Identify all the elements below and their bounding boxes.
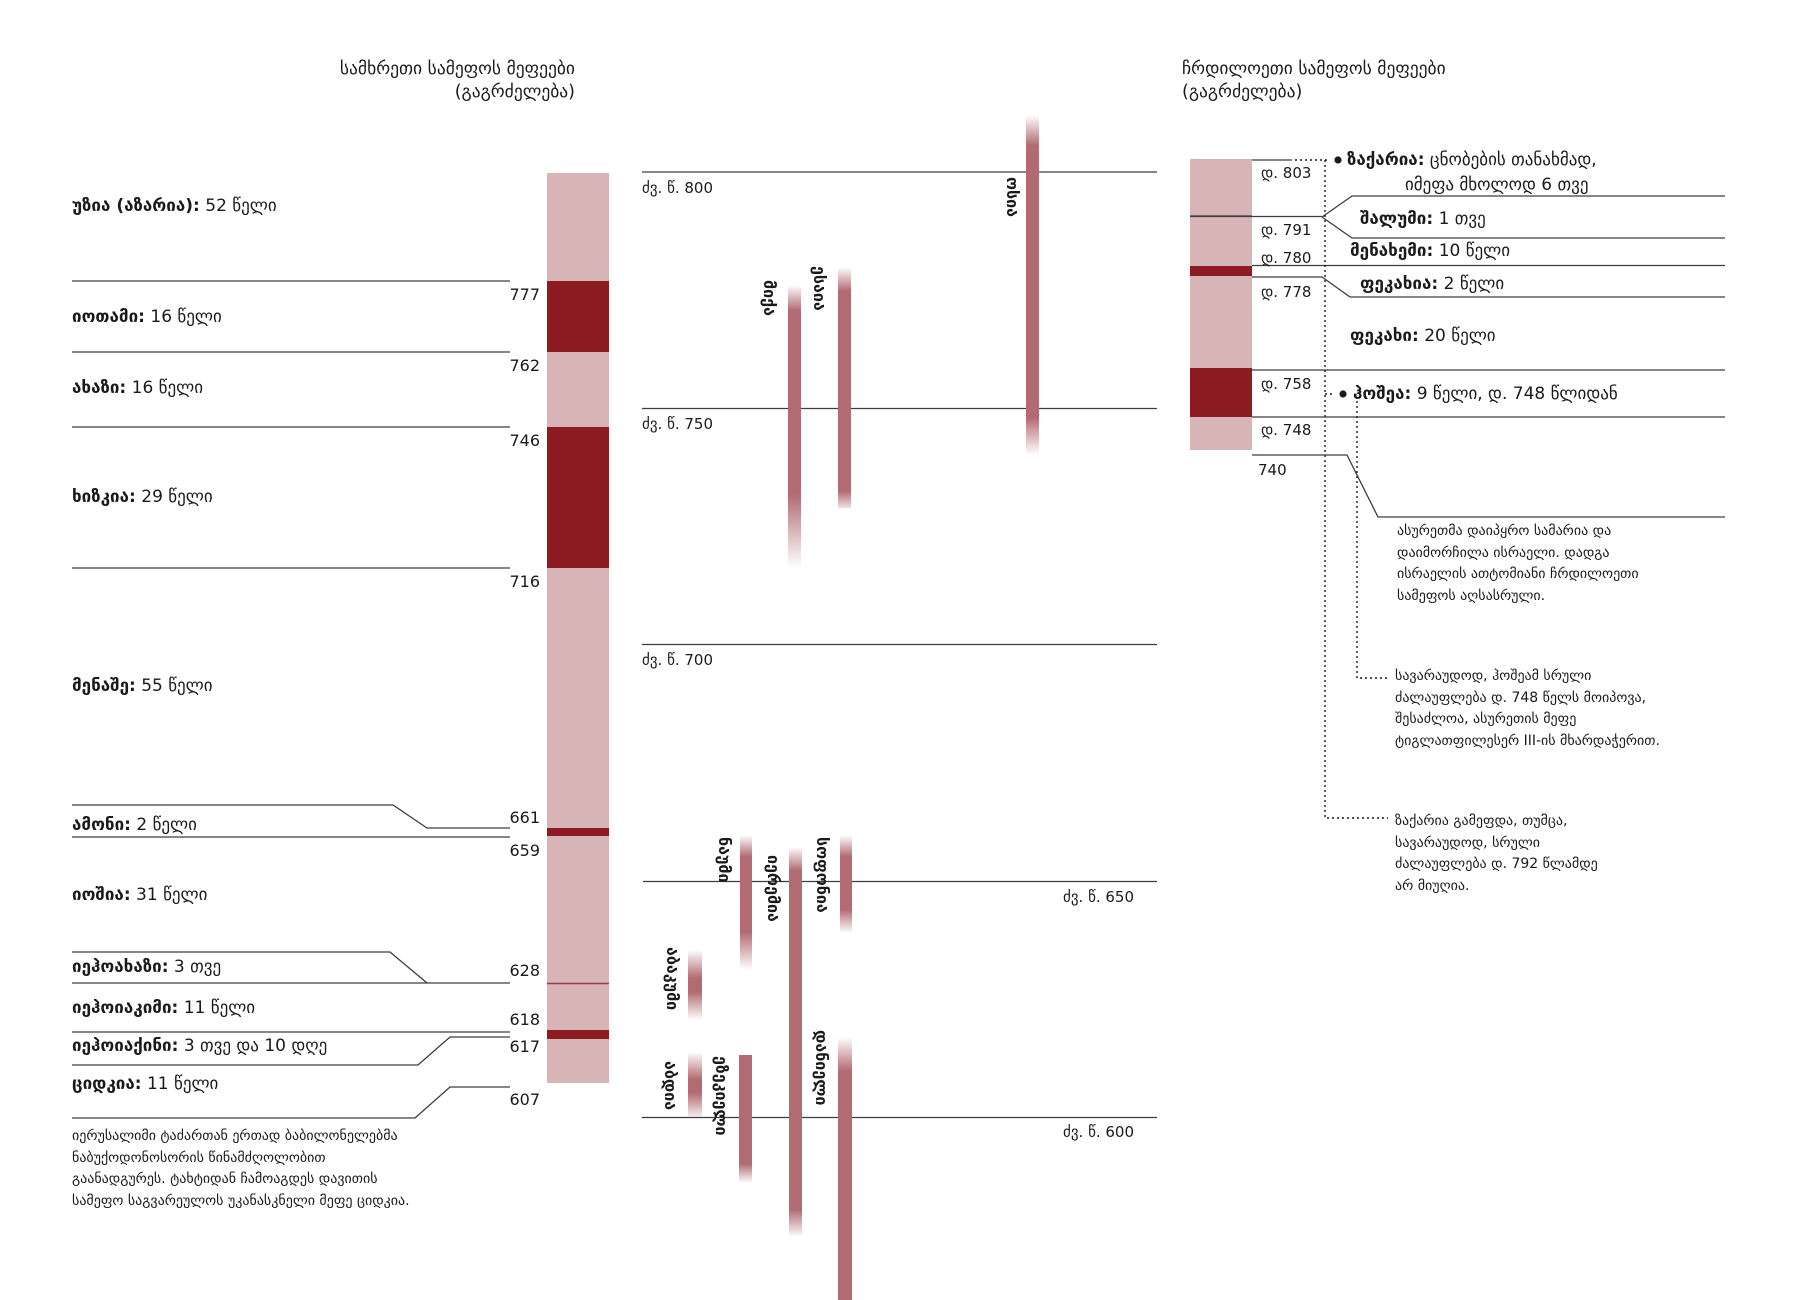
southern-separators xyxy=(72,280,510,1119)
king-amoni: ამონი: 2 წელი xyxy=(72,815,197,835)
king-menakhemi: მენახემი: 10 წელი xyxy=(1350,241,1511,261)
king-akhazi: ახაზი: 16 წელი xyxy=(72,378,204,398)
century-lines xyxy=(642,171,1157,1119)
northern-title-line2: (გაგრძელება) xyxy=(1182,82,1303,102)
king-pekakhia: ფეკახია: 2 წელი xyxy=(1360,274,1505,294)
tick-803: დ. 803 xyxy=(1261,164,1312,182)
prophet-bar-mika xyxy=(788,285,801,568)
hoshea-bullet xyxy=(1339,390,1347,398)
king-hoshea: ჰოშეა: 9 წელი, დ. 748 წლიდან xyxy=(1353,384,1618,404)
prophet-bar-ezekieli xyxy=(739,1055,752,1183)
northern-guides xyxy=(1190,159,1725,518)
tick-748: დ. 748 xyxy=(1261,421,1312,439)
prophet-bar-ieremia xyxy=(789,847,802,1237)
amon-band xyxy=(547,828,609,836)
prophet-bar-esaia xyxy=(838,267,851,508)
king-pekakhi: ფეკახი: 20 წელი xyxy=(1350,326,1496,346)
iehoiakin-band xyxy=(547,1030,609,1039)
king-khizkia: ხიზკია: 29 წელი xyxy=(72,487,213,507)
pekakh-dark-band xyxy=(1190,368,1252,417)
southern-footnote: იერუსალიმი ტაძართან ერთად ბაბილონელებმა … xyxy=(72,1128,410,1209)
king-iehoiakimi: იეჰოიაკიმი: 11 წელი xyxy=(72,998,256,1018)
prophet-label-mika: მიქა xyxy=(760,280,779,316)
year-617: 617 xyxy=(509,1037,540,1056)
king-uzia: უზია (აზარია): 52 წელი xyxy=(72,196,277,216)
king-zakaria-line2: იმეფა მხოლოდ 6 თვე xyxy=(1405,175,1589,195)
prophet-label-naumi: ნაუმი xyxy=(715,837,734,883)
label-bc-600: ძვ. წ. 600 xyxy=(1063,1123,1134,1141)
year-607: 607 xyxy=(509,1090,540,1109)
southern-kingdom-bar xyxy=(547,173,609,1083)
hoshea-annotation-leader xyxy=(1356,401,1388,679)
year-746: 746 xyxy=(509,431,540,450)
label-bc-650: ძვ. წ. 650 xyxy=(1063,888,1134,906)
northern-kingdom-bar xyxy=(1190,159,1252,450)
label-bc-750: ძვ. წ. 750 xyxy=(642,415,713,433)
annotation-zakaria: ზაქარია გამეფდა, თუმცა, სავარაუდოდ, სრულ… xyxy=(1395,813,1598,894)
annotation-hoshea: სავარაუდოდ, ჰოშეამ სრული ძალაუფლება დ. 7… xyxy=(1395,668,1660,749)
annotation-fall-of-israel: ასურეთმა დაიპყრო სამარია და დაიმორჩილა ი… xyxy=(1397,523,1639,604)
king-menashe: მენაშე: 55 წელი xyxy=(72,676,213,696)
prophet-bars xyxy=(688,115,1039,1300)
king-iehoakhazi: იეჰოახაზი: 3 თვე xyxy=(72,957,222,977)
year-661: 661 xyxy=(509,808,540,827)
prophet-label-ieremia: იერემია xyxy=(764,855,783,922)
prophet-label-ezekieli: ეზეკიელი xyxy=(712,1056,731,1136)
king-iotami: იოთამი: 16 წელი xyxy=(72,307,222,327)
tsidkia-connector xyxy=(72,1086,510,1119)
tick-780: დ. 780 xyxy=(1261,249,1312,267)
southern-title: სამხრეთი სამეფოს მეფეები (გაგრძელება) xyxy=(255,58,575,104)
zakaria-bullet xyxy=(1334,156,1342,164)
prophet-bar-naumi xyxy=(740,835,752,970)
northern-title: ჩრდილოეთი სამეფოს მეფეები (გაგრძელება) xyxy=(1182,58,1446,104)
tick-778: დ. 778 xyxy=(1261,283,1312,301)
fall-connector xyxy=(1252,454,1725,518)
shallum-bracket-bottom xyxy=(1321,216,1725,239)
year-659: 659 xyxy=(509,841,540,860)
shallum-bracket-top xyxy=(1321,195,1725,218)
prophet-bar-abakumi xyxy=(688,950,702,1020)
amon-connector xyxy=(72,804,510,829)
prophet-label-osia: ოსია xyxy=(1003,177,1022,217)
prophet-bar-sofonia xyxy=(840,835,852,933)
year-777: 777 xyxy=(509,285,540,304)
year-762: 762 xyxy=(509,356,540,375)
king-tsidkia: ციდკია: 11 წელი xyxy=(72,1074,219,1094)
dotted-leaders xyxy=(1295,159,1388,819)
prophet-bar-abdia xyxy=(688,1052,702,1120)
iehoahaz-connector xyxy=(72,951,428,984)
prophet-label-danieli: დანიელი xyxy=(812,1030,831,1106)
king-ioshia: იოშია: 31 წელი xyxy=(72,885,208,905)
year-716: 716 xyxy=(509,572,540,591)
prophet-label-abdia: აბდია xyxy=(661,1061,680,1111)
year-628: 628 xyxy=(509,961,540,980)
tick-740: 740 xyxy=(1258,461,1287,479)
tick-758: დ. 758 xyxy=(1261,375,1312,393)
pekakhia-connector xyxy=(1252,276,1725,298)
northern-title-line1: ჩრდილოეთი სამეფოს მეფეები xyxy=(1182,59,1446,79)
king-shalumi: შალუმი: 1 თვე xyxy=(1360,209,1486,229)
king-zakaria: ზაქარია: ცნობების თანახმად, xyxy=(1347,150,1597,170)
iehoiakin-connector xyxy=(72,1036,510,1066)
tick-791: დ. 791 xyxy=(1261,221,1312,239)
year-618: 618 xyxy=(509,1010,540,1029)
prophet-bar-danieli xyxy=(838,1037,852,1300)
prophet-label-sofonia: სოფონია xyxy=(813,837,832,913)
southern-title-line1: სამხრეთი სამეფოს მეფეები xyxy=(339,59,575,79)
pekakhia-band xyxy=(1190,266,1252,276)
southern-title-line2: (გაგრძელება) xyxy=(454,82,575,102)
label-bc-700: ძვ. წ. 700 xyxy=(642,651,713,669)
prophet-bar-osia xyxy=(1026,115,1039,455)
label-bc-800: ძვ. წ. 800 xyxy=(642,179,713,197)
prophet-label-esaia: ესაია xyxy=(810,266,829,311)
zakaria-annotation-leader xyxy=(1324,160,1388,819)
prophet-label-abakumi: აბაკუმი xyxy=(663,947,682,1011)
king-iehoiakini: იეჰოიაქინი: 3 თვე და 10 დღე xyxy=(72,1036,328,1056)
